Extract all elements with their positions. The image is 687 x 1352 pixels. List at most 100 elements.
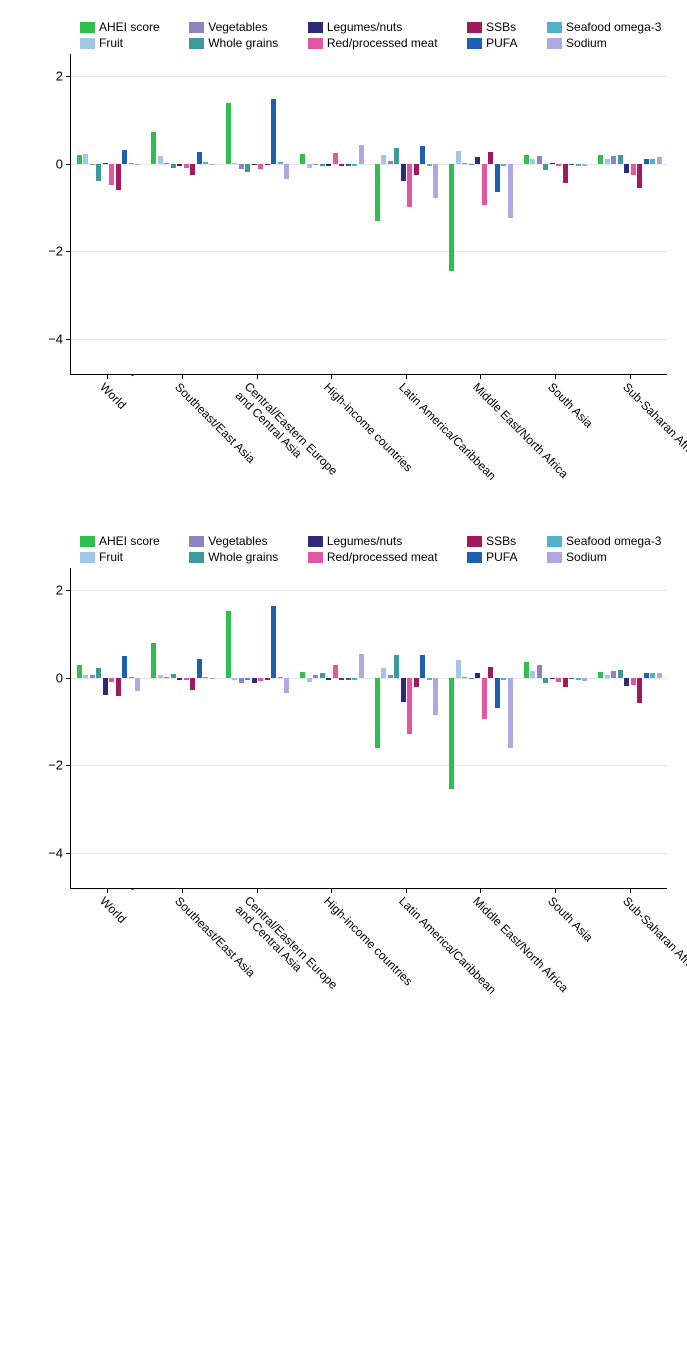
xlabel-slot: Southeast/East Asia bbox=[145, 380, 220, 530]
bar bbox=[414, 678, 419, 688]
bar bbox=[449, 164, 454, 271]
bar bbox=[197, 152, 202, 164]
bar bbox=[103, 678, 108, 696]
bar bbox=[508, 678, 513, 748]
bar bbox=[307, 678, 312, 682]
bar bbox=[624, 678, 629, 687]
bar bbox=[427, 164, 432, 166]
legend-label: Vegetables bbox=[208, 534, 267, 548]
legend-label: SSBs bbox=[486, 534, 516, 548]
bar bbox=[313, 675, 318, 677]
bar bbox=[488, 667, 493, 678]
bar bbox=[226, 103, 231, 163]
bar bbox=[381, 668, 386, 678]
plot-container: Absolute difference (urban − rural)−4−20… bbox=[10, 568, 677, 1048]
xtick-mark bbox=[182, 888, 183, 893]
bar bbox=[530, 671, 535, 678]
xtick-mark bbox=[107, 374, 108, 379]
bar bbox=[394, 148, 399, 163]
legend: AHEI scoreVegetablesLegumes/nutsSSBsSeaf… bbox=[10, 20, 677, 50]
bar bbox=[556, 164, 561, 166]
bar bbox=[482, 678, 487, 720]
bar bbox=[401, 164, 406, 182]
legend-swatch bbox=[189, 38, 204, 49]
bar bbox=[433, 164, 438, 198]
xtick-mark bbox=[630, 888, 631, 893]
bar bbox=[611, 156, 616, 164]
xtick-mark bbox=[555, 888, 556, 893]
xlabel-slot: High-income countries bbox=[294, 894, 369, 1044]
bar bbox=[116, 678, 121, 696]
bar bbox=[339, 678, 344, 680]
xlabel-slot: High-income countries bbox=[294, 380, 369, 530]
bar bbox=[495, 164, 500, 192]
legend-label: Sodium bbox=[566, 36, 607, 50]
bar bbox=[232, 163, 237, 164]
bar bbox=[359, 145, 364, 163]
bar bbox=[556, 678, 561, 682]
ytick-label: −4 bbox=[48, 845, 63, 860]
bar bbox=[171, 674, 176, 678]
legend-swatch bbox=[308, 536, 323, 547]
bar bbox=[550, 163, 555, 164]
bar bbox=[456, 151, 461, 163]
legend-swatch bbox=[189, 22, 204, 33]
bar bbox=[333, 665, 338, 677]
xlabel-slot: Southeast/East Asia bbox=[145, 894, 220, 1044]
bar bbox=[90, 164, 95, 165]
bar bbox=[482, 164, 487, 206]
bar bbox=[278, 677, 283, 678]
xtick-label: Sub-Saharan Africa bbox=[620, 894, 687, 977]
legend-swatch bbox=[547, 536, 562, 547]
bar bbox=[346, 164, 351, 166]
bar bbox=[582, 678, 587, 682]
bar bbox=[657, 157, 662, 164]
bar-group bbox=[220, 54, 295, 374]
xlabel-slot: Central/Eastern Europeand Central Asia bbox=[219, 894, 294, 1044]
legend-swatch bbox=[189, 536, 204, 547]
xlabel-slot: South Asia bbox=[518, 894, 593, 1044]
ytick-label: −4 bbox=[48, 331, 63, 346]
bar bbox=[569, 678, 574, 679]
bar bbox=[495, 678, 500, 709]
bar bbox=[501, 678, 506, 680]
xtick-mark bbox=[630, 374, 631, 379]
legend-swatch bbox=[467, 22, 482, 33]
legend-swatch bbox=[467, 536, 482, 547]
bar bbox=[576, 678, 581, 680]
bar bbox=[420, 146, 425, 164]
bar bbox=[313, 164, 318, 165]
bar bbox=[352, 164, 357, 166]
bar bbox=[469, 678, 474, 679]
xtick-mark bbox=[257, 888, 258, 893]
bar bbox=[569, 164, 574, 165]
legend-label: PUFA bbox=[486, 36, 517, 50]
legend-swatch bbox=[547, 552, 562, 563]
bar bbox=[631, 678, 636, 686]
bar bbox=[475, 673, 480, 677]
bar bbox=[524, 155, 529, 164]
bar bbox=[245, 164, 250, 173]
legend-item: AHEI score bbox=[80, 20, 175, 34]
bar bbox=[469, 164, 474, 165]
legend-label: Fruit bbox=[99, 550, 123, 564]
bar bbox=[109, 164, 114, 186]
plot-area: −4−202 bbox=[70, 54, 667, 375]
bar bbox=[177, 164, 182, 166]
bar bbox=[232, 678, 237, 680]
ytick-label: 2 bbox=[56, 582, 63, 597]
legend-item: Legumes/nuts bbox=[308, 20, 453, 34]
bar bbox=[346, 678, 351, 680]
bar bbox=[184, 678, 189, 680]
bar bbox=[83, 154, 88, 164]
xtick-label: Sub-Saharan Africa bbox=[620, 380, 687, 463]
bar bbox=[171, 164, 176, 168]
plot-container: Absolute difference (urban − rural)−4−20… bbox=[10, 54, 677, 534]
bar bbox=[576, 164, 581, 166]
bar bbox=[388, 161, 393, 163]
legend-item: Fruit bbox=[80, 550, 175, 564]
bar bbox=[307, 164, 312, 168]
bar bbox=[258, 678, 263, 682]
bar bbox=[456, 660, 461, 678]
bar bbox=[326, 164, 331, 166]
